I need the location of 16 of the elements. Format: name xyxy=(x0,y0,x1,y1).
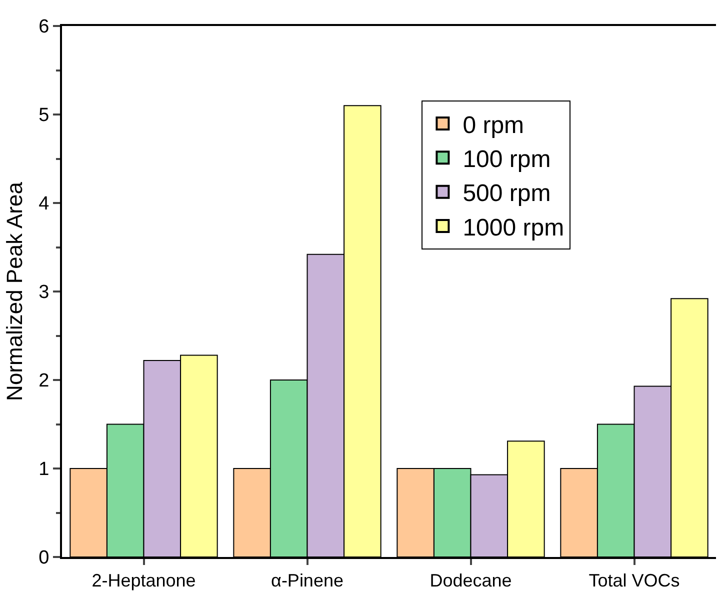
legend-label: 500 rpm xyxy=(462,180,551,208)
legend-label: 1000 rpm xyxy=(462,214,564,242)
legend-label: 100 rpm xyxy=(462,146,551,173)
y-axis-title: Normalized Peak Area xyxy=(2,181,27,401)
y-tick-label: 0 xyxy=(38,548,50,569)
x-tick-label: Dodecane xyxy=(430,570,512,591)
y-tick-label: 2 xyxy=(38,370,50,392)
x-tick-label: α-Pinene xyxy=(271,570,344,591)
y-tick-label: 1 xyxy=(38,459,50,480)
y-tick-label: 6 xyxy=(38,16,50,38)
y-tick-label: 4 xyxy=(38,194,50,215)
x-tick-label: 2-Heptanone xyxy=(92,570,196,591)
y-tick-label: 3 xyxy=(38,282,50,304)
legend-label: 0 rpm xyxy=(462,112,524,139)
y-tick-label: 5 xyxy=(38,105,50,126)
x-tick-label: Total VOCs xyxy=(588,570,680,591)
